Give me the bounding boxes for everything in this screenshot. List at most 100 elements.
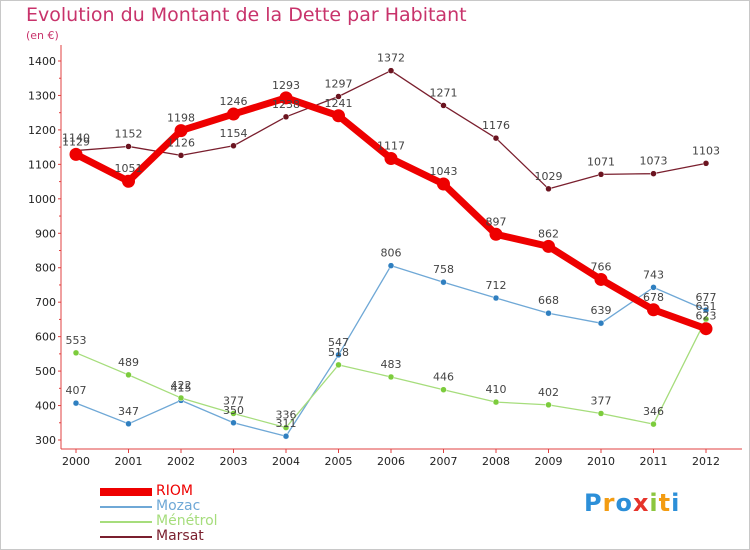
data-label: 651 [696,300,717,313]
y-tick-label: 400 [35,400,56,413]
data-point [492,134,500,142]
brand-letter: t [658,489,672,517]
data-point [227,107,240,121]
data-point [492,398,500,406]
data-label: 766 [591,260,612,273]
legend-label: Marsat [156,528,204,544]
data-label: 1176 [482,119,510,132]
data-label: 1372 [377,52,405,65]
data-label: 1154 [220,127,248,140]
x-tick-label: 2001 [115,455,143,468]
data-point [597,319,605,327]
data-label: 415 [171,381,192,394]
data-label: 377 [223,394,244,407]
chart-subtitle: (en €) [26,29,59,42]
data-label: 623 [696,310,717,323]
data-label: 1238 [272,98,300,111]
x-tick-label: 2002 [167,455,195,468]
data-label: 712 [486,279,507,292]
x-tick-label: 2005 [325,455,353,468]
series-line-ménétrol [75,318,707,429]
data-point [125,143,132,150]
data-label: 862 [538,227,559,240]
data-label: 1117 [377,140,405,153]
y-tick-label: 500 [35,365,56,378]
data-label: 407 [66,384,87,397]
data-point [440,102,447,109]
data-label: 1029 [535,170,563,183]
data-label: 1073 [640,155,668,168]
data-label: 1043 [430,165,458,178]
data-label: 350 [223,404,244,417]
x-tick-label: 2009 [535,455,563,468]
data-label: 1246 [220,95,248,108]
legend-swatch [100,521,152,523]
data-point [594,272,608,286]
data-point [69,147,83,161]
data-label: 553 [66,334,87,347]
x-tick-label: 2007 [430,455,458,468]
data-label: 410 [486,383,507,396]
x-tick-label: 2000 [62,455,90,468]
data-label: 1152 [115,127,143,140]
data-label: 336 [276,409,297,422]
x-tick-label: 2008 [482,455,510,468]
data-label: 1103 [692,144,720,157]
data-point [230,142,237,150]
x-tick-label: 2012 [692,455,720,468]
data-label: 347 [118,405,139,418]
data-point [650,170,657,177]
data-point [72,399,80,407]
data-label: 1140 [62,132,90,145]
data-label: 489 [118,356,139,369]
data-point [282,424,290,431]
legend-swatch [100,506,152,508]
data-point [387,67,395,74]
data-point [489,227,503,241]
y-tick-label: 1200 [28,124,56,137]
y-tick-label: 700 [35,296,56,309]
y-tick-label: 1400 [28,55,56,68]
data-label: 668 [538,294,559,307]
legend-label: Mozac [156,498,201,514]
data-point [650,420,657,428]
data-point [387,262,395,269]
data-point [545,309,552,317]
data-point [122,174,135,188]
legend-swatch [100,488,152,496]
data-point [174,124,188,138]
brand-letter: i [649,489,659,517]
data-point [440,278,447,286]
data-label: 1198 [167,112,195,125]
data-label: 311 [276,417,297,430]
data-label: 446 [433,371,454,384]
data-label: 402 [538,386,559,399]
data-point [542,239,555,253]
data-point [387,373,395,381]
data-point [279,91,293,105]
y-tick-label: 300 [35,434,56,447]
x-tick-label: 2011 [640,455,668,468]
series-line-mozac [75,265,707,437]
data-point [72,349,80,357]
data-label: 1071 [587,155,615,168]
data-point [177,394,185,402]
x-tick-label: 2010 [587,455,615,468]
series-line-marsat [75,69,707,190]
data-point [230,419,237,427]
data-label: 897 [486,215,507,228]
x-tick-label: 2004 [272,455,300,468]
data-label: 1297 [325,77,353,90]
data-point [125,420,132,428]
data-point [702,315,710,323]
data-point [545,185,552,193]
data-point [332,109,345,123]
data-point [125,371,132,379]
data-label: 518 [328,346,349,359]
data-point [702,160,710,167]
data-point [699,322,713,336]
x-tick-label: 2006 [377,455,405,468]
data-point [545,401,552,409]
data-point [335,351,342,359]
chart-title: Evolution du Montant de la Dette par Hab… [26,4,467,26]
